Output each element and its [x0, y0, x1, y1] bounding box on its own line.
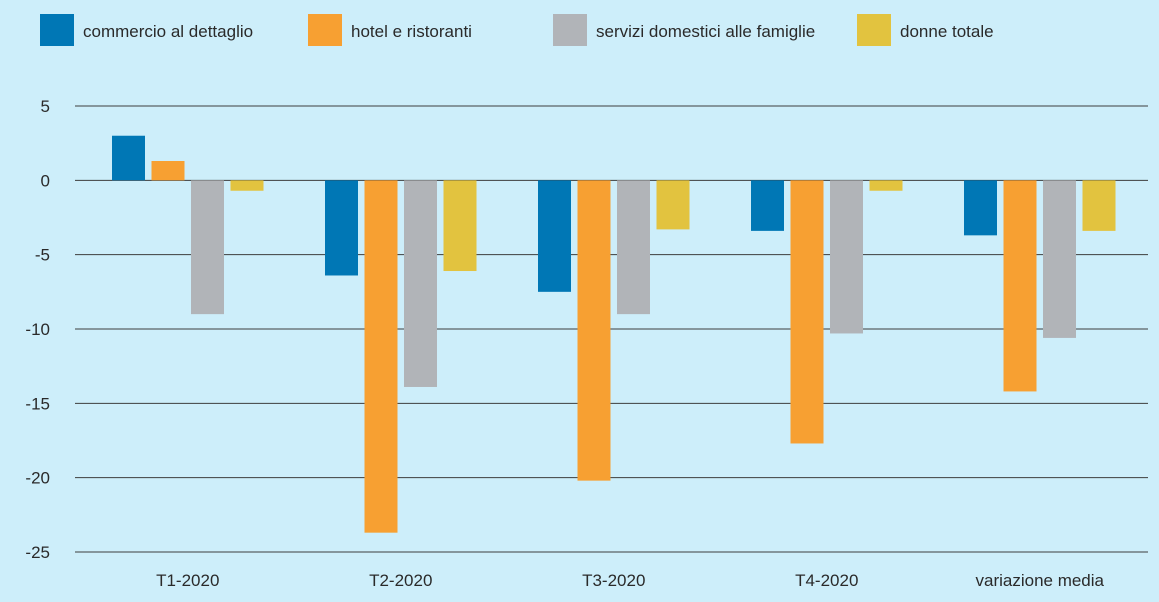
bar	[1003, 180, 1037, 392]
y-tick-label: -5	[35, 246, 50, 265]
bar	[656, 180, 690, 230]
legend-label-commercio: commercio al dettaglio	[83, 22, 254, 41]
legend-swatch-commercio	[40, 14, 74, 46]
bar	[830, 180, 863, 334]
x-axis-ticks: T1-2020 T2-2020 T3-2020 T4-2020 variazione m…	[156, 571, 1104, 590]
bars	[112, 135, 1116, 533]
bar	[751, 180, 784, 231]
y-tick-label: -20	[25, 469, 50, 488]
bar	[964, 180, 997, 236]
bar	[443, 180, 477, 272]
x-tick-label: T1-2020	[156, 571, 219, 590]
bar	[1082, 180, 1116, 231]
bar	[191, 180, 224, 315]
x-tick-label: T3-2020	[582, 571, 645, 590]
y-tick-label: -25	[25, 543, 50, 562]
bar	[151, 161, 185, 181]
legend-label-hotel: hotel e ristoranti	[351, 22, 472, 41]
x-tick-label: T2-2020	[369, 571, 432, 590]
bar	[230, 180, 264, 191]
bar	[869, 180, 903, 191]
bar	[325, 180, 358, 276]
y-tick-label: -15	[25, 394, 50, 413]
legend-label-donne: donne totale	[900, 22, 994, 41]
gridlines	[75, 105, 1148, 553]
legend-swatch-donne	[857, 14, 891, 46]
bar	[112, 135, 145, 181]
legend-label-servizi: servizi domestici alle famiglie	[596, 22, 816, 41]
legend-swatch-hotel	[308, 14, 342, 46]
y-tick-label: 0	[41, 171, 50, 190]
bar	[790, 180, 824, 444]
legend-swatch-servizi	[553, 14, 587, 46]
bar	[1043, 180, 1076, 338]
legend: commercio al dettaglio hotel e ristorant…	[40, 14, 1150, 48]
bar	[617, 180, 650, 315]
bar	[404, 180, 437, 387]
y-axis-ticks: 5 0 -5 -10 -15 -20 -25	[25, 97, 50, 562]
x-tick-label: variazione media	[975, 571, 1104, 590]
y-tick-label: -10	[25, 320, 50, 339]
y-tick-label: 5	[41, 97, 50, 116]
bar	[577, 180, 611, 481]
bar	[538, 180, 571, 292]
bar	[364, 180, 398, 533]
x-tick-label: T4-2020	[795, 571, 858, 590]
